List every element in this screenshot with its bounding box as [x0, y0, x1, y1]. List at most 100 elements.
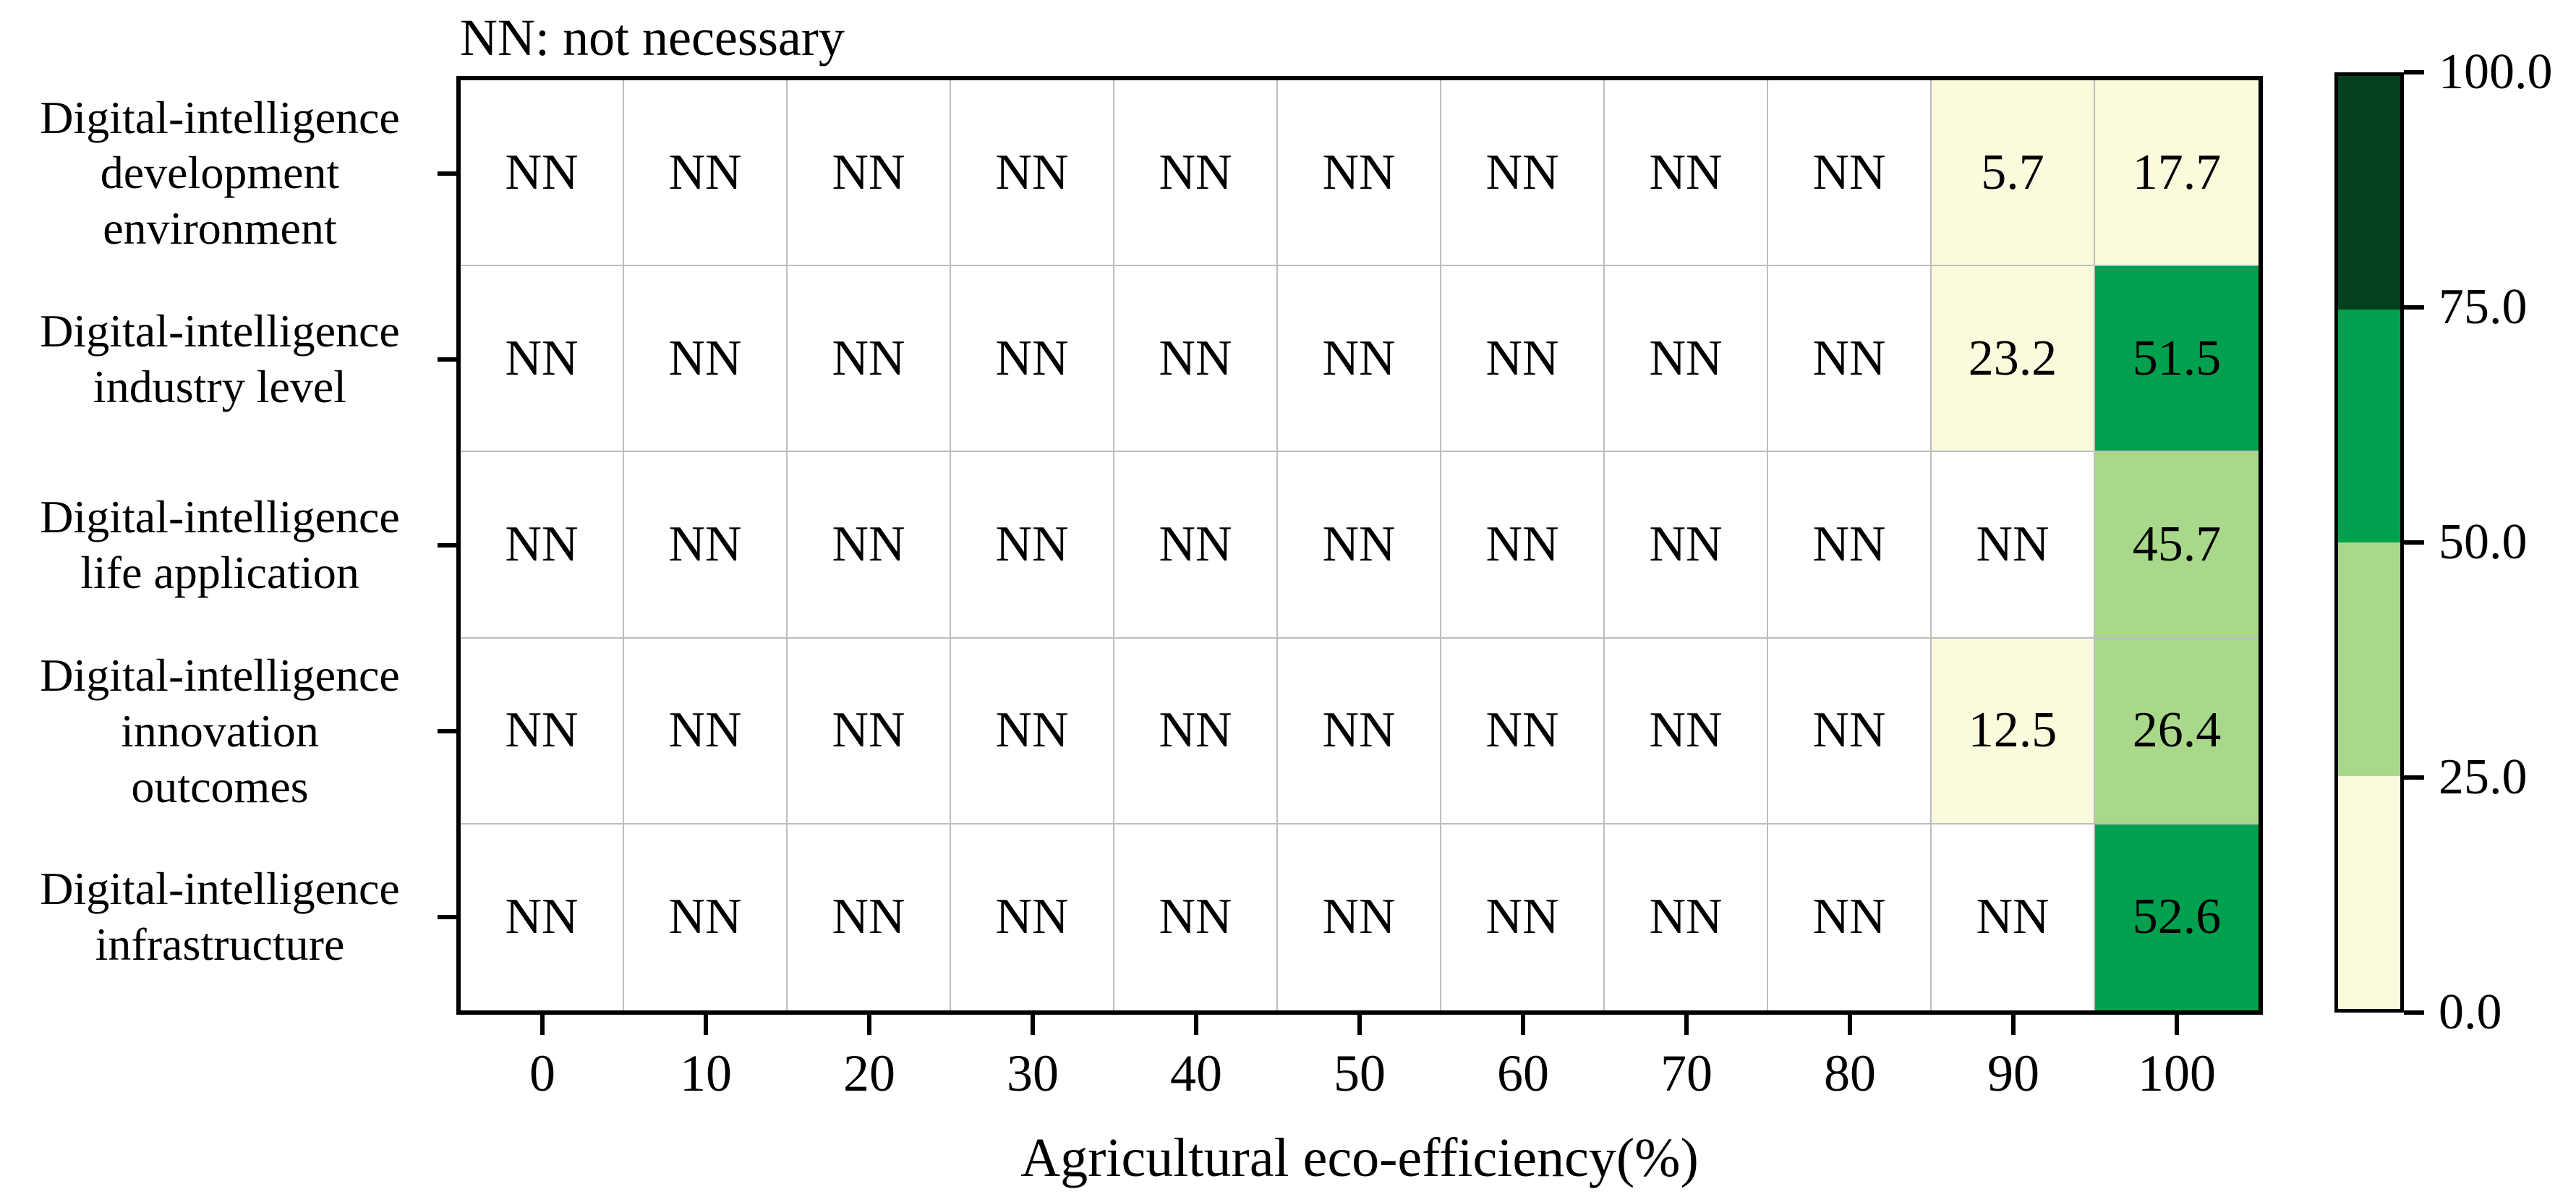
heatmap-cell: NN — [1605, 638, 1768, 825]
x-tick-mark — [1848, 1015, 1852, 1035]
colorbar-tick-label: 0.0 — [2439, 984, 2502, 1040]
heatmap-cell: NN — [1441, 452, 1605, 639]
heatmap-cell: NN — [951, 452, 1114, 639]
heatmap-cell: NN — [1441, 266, 1605, 453]
x-tick-mark — [540, 1015, 545, 1035]
colorbar-tick-label: 75.0 — [2439, 279, 2528, 335]
heatmap-cell: 26.4 — [2095, 638, 2259, 825]
x-tick-label: 40 — [1170, 1044, 1222, 1102]
heatmap-cell: NN — [788, 638, 951, 825]
x-tick-label: 70 — [1660, 1044, 1713, 1102]
y-tick-mark — [438, 729, 456, 734]
heatmap-cell: NN — [1114, 80, 1278, 267]
x-tick-mark — [1684, 1015, 1689, 1035]
colorbar-tick-mark — [2404, 305, 2424, 310]
heatmap-cell: 12.5 — [1932, 638, 2095, 825]
x-tick-label: 10 — [680, 1044, 732, 1102]
heatmap-cell: NN — [1278, 638, 1441, 825]
heatmap-cell: NN — [1605, 452, 1768, 639]
heatmap-cell: NN — [951, 824, 1114, 1010]
x-tick-label: 30 — [1007, 1044, 1059, 1102]
x-tick-label: 60 — [1497, 1044, 1549, 1102]
y-axis-label: Digital-intelligence innovation outcomes — [40, 649, 400, 812]
heatmap-cell: NN — [624, 266, 788, 453]
colorbar-tick-mark — [2404, 775, 2424, 780]
heatmap-cell: NN — [461, 266, 624, 453]
heatmap-cell: NN — [1278, 824, 1441, 1010]
heatmap-cell: NN — [788, 452, 951, 639]
colorbar-band — [2338, 775, 2400, 1009]
x-tick-mark — [1031, 1015, 1035, 1035]
heatmap-cell: NN — [461, 80, 624, 267]
heatmap-cell: NN — [1932, 824, 2095, 1010]
heatmap-cell: NN — [1114, 266, 1278, 453]
y-tick-mark — [438, 357, 456, 362]
y-tick-mark — [438, 171, 456, 176]
heatmap-cell: NN — [1605, 80, 1768, 267]
x-tick-mark — [1521, 1015, 1525, 1035]
colorbar-tick-label: 50.0 — [2439, 514, 2528, 570]
colorbar-band — [2338, 542, 2400, 776]
x-tick-mark — [867, 1015, 871, 1035]
x-tick-mark — [704, 1015, 708, 1035]
heatmap-cell: NN — [951, 266, 1114, 453]
colorbar — [2334, 72, 2404, 1013]
x-tick-mark — [2011, 1015, 2016, 1035]
x-tick-mark — [1194, 1015, 1198, 1035]
heatmap-cell: NN — [1441, 824, 1605, 1010]
heatmap-cell: 45.7 — [2095, 452, 2259, 639]
x-tick-label: 0 — [529, 1044, 555, 1102]
colorbar-band — [2338, 309, 2400, 542]
colorbar-tick-label: 25.0 — [2439, 749, 2528, 805]
x-tick-label: 80 — [1824, 1044, 1876, 1102]
heatmap-plot: NN NN NN NN NN NN NN NN NN 5.7 17.7 NN NN NN NN NN NN NN N… — [456, 76, 2263, 1015]
y-axis-label: Digital-intelligence life application — [40, 491, 400, 598]
x-axis-title: Agricultural eco-efficiency(%) — [1020, 1128, 1699, 1188]
x-tick-mark — [1357, 1015, 1362, 1035]
x-tick-label: 50 — [1334, 1044, 1386, 1102]
nn-legend-note: NN: not necessary — [460, 9, 845, 67]
heatmap-cell: NN — [624, 824, 788, 1010]
colorbar-tick-label: 100.0 — [2439, 44, 2553, 100]
x-tick-label: 90 — [1987, 1044, 2039, 1102]
heatmap-cell: NN — [461, 452, 624, 639]
heatmap-cell: NN — [461, 638, 624, 825]
y-tick-mark — [438, 543, 456, 548]
heatmap-cell: NN — [1441, 638, 1605, 825]
colorbar-tick-mark — [2404, 540, 2424, 545]
heatmap-cell: 5.7 — [1932, 80, 2095, 267]
heatmap-cell: 23.2 — [1932, 266, 2095, 453]
heatmap-cell: NN — [624, 638, 788, 825]
heatmap-cell: NN — [1768, 824, 1932, 1010]
heatmap-cell: 52.6 — [2095, 824, 2259, 1010]
heatmap-cell: NN — [1278, 80, 1441, 267]
heatmap-cell: NN — [1605, 266, 1768, 453]
heatmap-cell: NN — [1114, 824, 1278, 1010]
heatmap-cell: NN — [1278, 452, 1441, 639]
x-tick-label: 100 — [2138, 1044, 2216, 1102]
heatmap-cell: NN — [461, 824, 624, 1010]
y-axis-label: Digital-intelligence industry level — [40, 305, 400, 412]
colorbar-band — [2338, 76, 2400, 310]
heatmap-cell: 51.5 — [2095, 266, 2259, 453]
y-axis-label: Digital-intelligence development environme… — [40, 91, 400, 254]
heatmap-cell: NN — [1768, 638, 1932, 825]
heatmap-cell: NN — [1441, 80, 1605, 267]
y-tick-mark — [438, 915, 456, 920]
heatmap-cell: NN — [788, 80, 951, 267]
heatmap-cell: NN — [1932, 452, 2095, 639]
heatmap-cell: NN — [951, 80, 1114, 267]
colorbar-tick-mark — [2404, 70, 2424, 74]
colorbar-tick-mark — [2404, 1010, 2424, 1015]
heatmap-cell: NN — [1114, 638, 1278, 825]
heatmap-cell: NN — [1278, 266, 1441, 453]
x-tick-label: 20 — [843, 1044, 895, 1102]
heatmap-cell: 17.7 — [2095, 80, 2259, 267]
x-tick-mark — [2175, 1015, 2179, 1035]
heatmap-cell: NN — [1605, 824, 1768, 1010]
heatmap-cell: NN — [1114, 452, 1278, 639]
heatmap-cell: NN — [788, 266, 951, 453]
heatmap-cell: NN — [624, 452, 788, 639]
heatmap-cell: NN — [1768, 452, 1932, 639]
y-axis-label: Digital-intelligence infrastructure — [40, 863, 400, 971]
